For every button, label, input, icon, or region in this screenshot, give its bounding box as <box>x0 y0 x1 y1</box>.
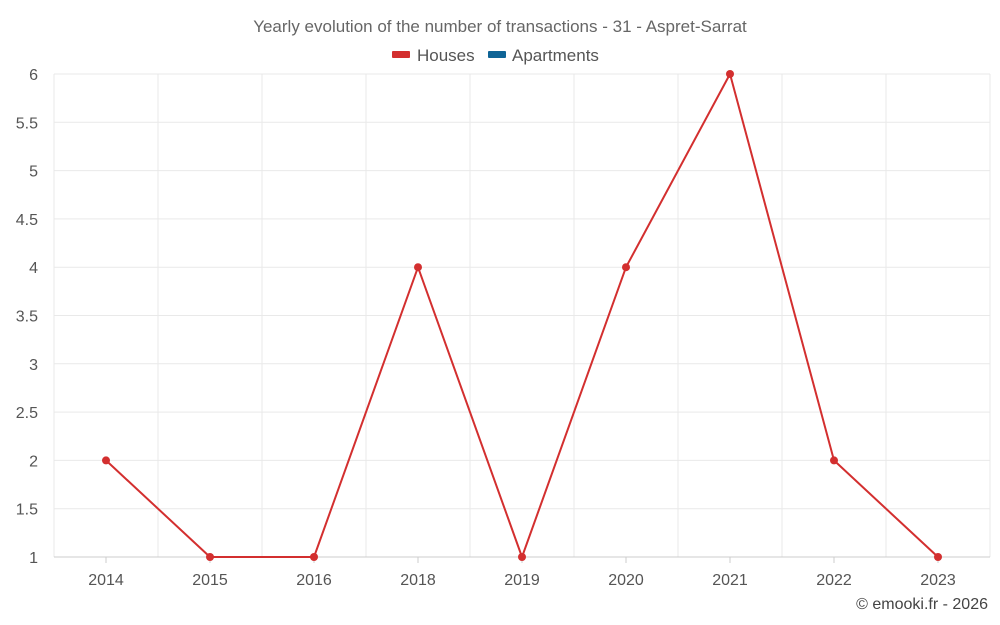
credit: © emooki.fr - 2026 <box>856 596 988 613</box>
y-tick-label: 4 <box>29 260 38 277</box>
series-houses <box>102 70 942 561</box>
y-tick-label: 6 <box>29 67 38 84</box>
x-tick-label: 2015 <box>192 572 228 589</box>
gridlines <box>53 73 991 558</box>
chart-title: Yearly evolution of the number of transa… <box>253 17 747 36</box>
legend-label-apartments: Apartments <box>512 46 599 65</box>
y-tick-label: 3.5 <box>16 309 38 326</box>
x-tick-label: 2021 <box>712 572 748 589</box>
y-tick-label: 5 <box>29 164 38 181</box>
x-tick-label: 2018 <box>400 572 436 589</box>
legend-label-houses: Houses <box>417 46 475 65</box>
legend-item-houses[interactable]: Houses <box>392 46 475 65</box>
y-tick-label: 5.5 <box>16 115 38 132</box>
y-tick-label: 2.5 <box>16 405 38 422</box>
y-tick-label: 3 <box>29 357 38 374</box>
y-tick-label: 2 <box>29 453 38 470</box>
data-point[interactable] <box>830 456 838 465</box>
y-tick-label: 1.5 <box>16 502 38 519</box>
x-tick-label: 2020 <box>608 572 644 589</box>
x-tick-label: 2014 <box>88 572 124 589</box>
data-point[interactable] <box>934 553 942 561</box>
x-tick-label: 2023 <box>920 572 956 589</box>
data-point[interactable] <box>414 263 422 272</box>
y-tick-label: 1 <box>29 550 38 567</box>
x-tick-label: 2016 <box>296 572 332 589</box>
data-point[interactable] <box>726 70 734 78</box>
legend-item-apartments[interactable]: Apartments <box>488 46 599 65</box>
legend-swatch-apartments <box>488 51 506 58</box>
data-point[interactable] <box>622 263 630 272</box>
data-point[interactable] <box>518 553 526 561</box>
y-axis: 1 1.5 2 2.5 3 3.5 4 4.5 5 5.5 6 <box>16 67 38 567</box>
x-tick-label: 2022 <box>816 572 852 589</box>
x-axis: 2014 2015 2016 2018 2019 2020 2021 2022 2023 <box>54 556 990 589</box>
data-point[interactable] <box>310 553 318 561</box>
x-tick-label: 2019 <box>504 572 540 589</box>
legend-swatch-houses <box>392 51 410 58</box>
y-tick-label: 4.5 <box>16 212 38 229</box>
legend: Houses Apartments <box>392 46 599 65</box>
data-point[interactable] <box>102 456 110 465</box>
data-point[interactable] <box>206 553 214 561</box>
